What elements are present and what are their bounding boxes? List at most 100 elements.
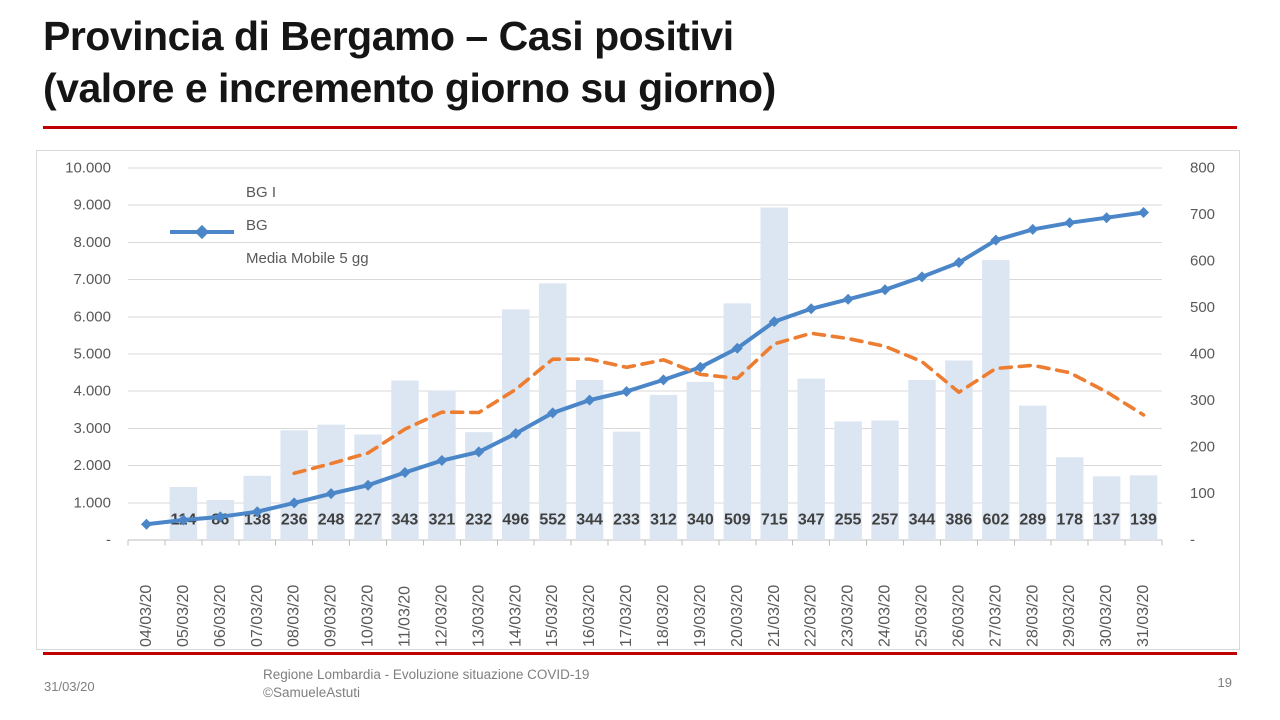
bg-marker (251, 506, 263, 518)
x-axis-label: 04/03/20 (138, 585, 155, 647)
y-axis-left-label: 9.000 (73, 197, 111, 214)
x-axis-label: 17/03/20 (618, 585, 635, 647)
bg-marker (1138, 207, 1150, 219)
footer-attribution-line2: ©SamueleAstuti (263, 685, 360, 700)
bg-marker (621, 385, 633, 397)
bar-value-label: 138 (244, 512, 271, 529)
x-axis-label: 30/03/20 (1098, 585, 1115, 647)
bg-marker (140, 518, 152, 530)
slide-title-line2: (valore e incremento giorno su giorno) (43, 65, 776, 112)
bar-value-label: 312 (650, 512, 677, 529)
x-axis-label: 26/03/20 (950, 585, 967, 647)
x-axis-label: 18/03/20 (655, 585, 672, 647)
y-axis-right-label: 400 (1190, 346, 1215, 363)
bar-bgi (1129, 475, 1158, 540)
bar-value-label: 321 (429, 512, 456, 529)
bar-bgi (686, 381, 715, 540)
bg-marker (768, 316, 780, 328)
footer-date: 31/03/20 (44, 679, 95, 694)
footer-attribution-line1: Regione Lombardia - Evoluzione situazion… (263, 667, 590, 682)
bg-marker (473, 446, 485, 458)
x-axis-label: 20/03/20 (729, 585, 746, 647)
combo-chart: 1148613823624822734332123249655234423331… (65, 160, 1215, 648)
slide-title-line1: Provincia di Bergamo – Casi positivi (43, 13, 734, 59)
slide-title: Provincia di Bergamo – Casi positivi (va… (43, 10, 776, 114)
bar-value-label: 552 (539, 512, 566, 529)
bg-marker (214, 511, 226, 523)
bg-marker (1027, 223, 1039, 235)
bar-bgi (391, 380, 419, 540)
x-axis-label: 11/03/20 (396, 586, 413, 647)
x-axis-label: 08/03/20 (286, 585, 303, 647)
bar-value-label: 347 (798, 512, 825, 529)
y-axis-right-label: 700 (1190, 206, 1215, 223)
bar-bgi (1019, 405, 1047, 540)
legend-item-media-mobile: Media Mobile 5 gg (170, 242, 369, 275)
bar-bgi (760, 207, 788, 540)
y-axis-left-label: 3.000 (73, 420, 111, 437)
bar-value-label: 344 (576, 512, 603, 529)
bar-value-label: 257 (872, 512, 899, 529)
bar-bgi (982, 260, 1010, 540)
x-axis-label: 27/03/20 (987, 585, 1004, 647)
bar-value-label: 289 (1019, 512, 1046, 529)
x-axis-label: 23/03/20 (840, 585, 857, 647)
x-axis-label: 07/03/20 (249, 585, 266, 647)
y-axis-right-label: - (1190, 532, 1195, 549)
x-axis-label: 10/03/20 (360, 585, 377, 647)
bar-value-label: 248 (318, 512, 345, 529)
x-axis-label: 25/03/20 (913, 585, 930, 647)
bar-bgi (169, 486, 198, 540)
bar-value-label: 509 (724, 512, 751, 529)
y-axis-left-label: 6.000 (73, 308, 111, 325)
y-axis-right-label: 200 (1190, 439, 1215, 456)
y-axis-left-label: 1.000 (73, 494, 111, 511)
x-axis-label: 09/03/20 (323, 585, 340, 647)
x-axis-label: 31/03/20 (1135, 585, 1152, 647)
bg-marker (1101, 212, 1113, 224)
bar-bgi (871, 420, 899, 540)
bg-marker (1064, 217, 1076, 229)
y-axis-right-label: 600 (1190, 253, 1215, 270)
bar-value-label: 232 (465, 512, 492, 529)
bg-marker (399, 466, 411, 478)
x-axis-label: 28/03/20 (1024, 585, 1041, 647)
bg-marker (288, 497, 300, 509)
chart-legend: BG I BG Media Mobile 5 gg (170, 176, 369, 275)
x-axis-label: 16/03/20 (581, 585, 598, 647)
bg-marker (510, 427, 522, 439)
x-axis-label: 13/03/20 (470, 585, 487, 647)
y-axis-left-label: 4.000 (73, 383, 111, 400)
x-axis-label: 06/03/20 (212, 585, 229, 647)
legend-label-bg: BG (246, 217, 268, 234)
bar-bgi (834, 421, 862, 540)
legend-label-media-mobile: Media Mobile 5 gg (246, 250, 369, 267)
bar-value-label: 178 (1056, 512, 1083, 529)
x-axis-label: 29/03/20 (1061, 585, 1078, 647)
x-axis-label: 19/03/20 (692, 585, 709, 647)
bg-marker (325, 488, 337, 500)
bg-marker (436, 455, 448, 467)
bg-marker (805, 303, 817, 315)
bar-bgi (1055, 457, 1084, 540)
bar-value-label: 236 (281, 512, 308, 529)
footer-attribution: Regione Lombardia - Evoluzione situazion… (263, 666, 589, 702)
bg-marker (177, 514, 189, 526)
y-axis-right-label: 800 (1190, 160, 1215, 177)
bar-bgi (908, 380, 936, 540)
y-axis-left-label: 10.000 (65, 160, 111, 177)
bg-marker (731, 342, 743, 354)
bar-value-label: 386 (946, 512, 973, 529)
bar-bgi (723, 303, 752, 540)
bar-value-label: 715 (761, 512, 788, 529)
x-axis-label: 22/03/20 (803, 585, 820, 647)
page-number: 19 (1217, 675, 1232, 690)
x-axis-label: 05/03/20 (175, 585, 192, 647)
bar-value-label: 602 (982, 512, 1009, 529)
y-axis-left-label: - (106, 532, 111, 549)
x-axis-label: 24/03/20 (877, 585, 894, 647)
bar-bgi (1092, 476, 1121, 540)
bg-marker (584, 394, 596, 406)
media-mobile-line (292, 331, 1146, 476)
bar-value-label: 139 (1130, 512, 1157, 529)
